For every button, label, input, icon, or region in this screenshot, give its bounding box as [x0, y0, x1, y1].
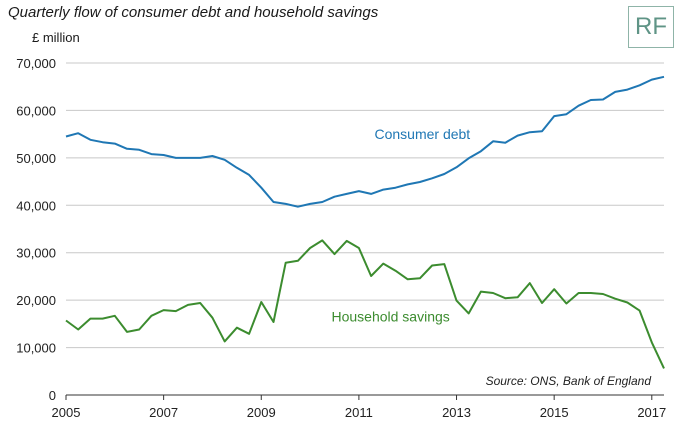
y-tick-label: 10,000 — [16, 341, 56, 356]
x-tick-label: 2017 — [637, 405, 666, 420]
series-line-consumer-debt — [65, 75, 665, 208]
x-tick-label: 2005 — [52, 405, 81, 420]
source-note: Source: ONS, Bank of England — [486, 374, 652, 388]
rf-logo: RF — [628, 6, 674, 48]
y-axis-unit: £ million — [32, 30, 80, 45]
y-tick-label: 60,000 — [16, 103, 56, 118]
y-tick-label: 0 — [49, 388, 56, 403]
y-tick-label: 20,000 — [16, 293, 56, 308]
x-tick-label: 2013 — [442, 405, 471, 420]
series-label: Consumer debt — [374, 126, 470, 142]
logo-text: RF — [635, 13, 667, 40]
x-tick-label: 2011 — [345, 405, 373, 420]
x-tick-label: 2007 — [149, 405, 178, 420]
x-tick-label: 2015 — [540, 405, 569, 420]
x-tick-label: 2009 — [247, 405, 276, 420]
y-tick-label: 30,000 — [16, 246, 56, 261]
y-tick-label: 70,000 — [16, 56, 56, 71]
y-tick-label: 50,000 — [16, 151, 56, 166]
chart-title: Quarterly flow of consumer debt and hous… — [8, 4, 379, 21]
y-tick-label: 40,000 — [16, 198, 56, 213]
series-label: Household savings — [331, 308, 449, 324]
series-line-household-savings — [65, 239, 665, 369]
